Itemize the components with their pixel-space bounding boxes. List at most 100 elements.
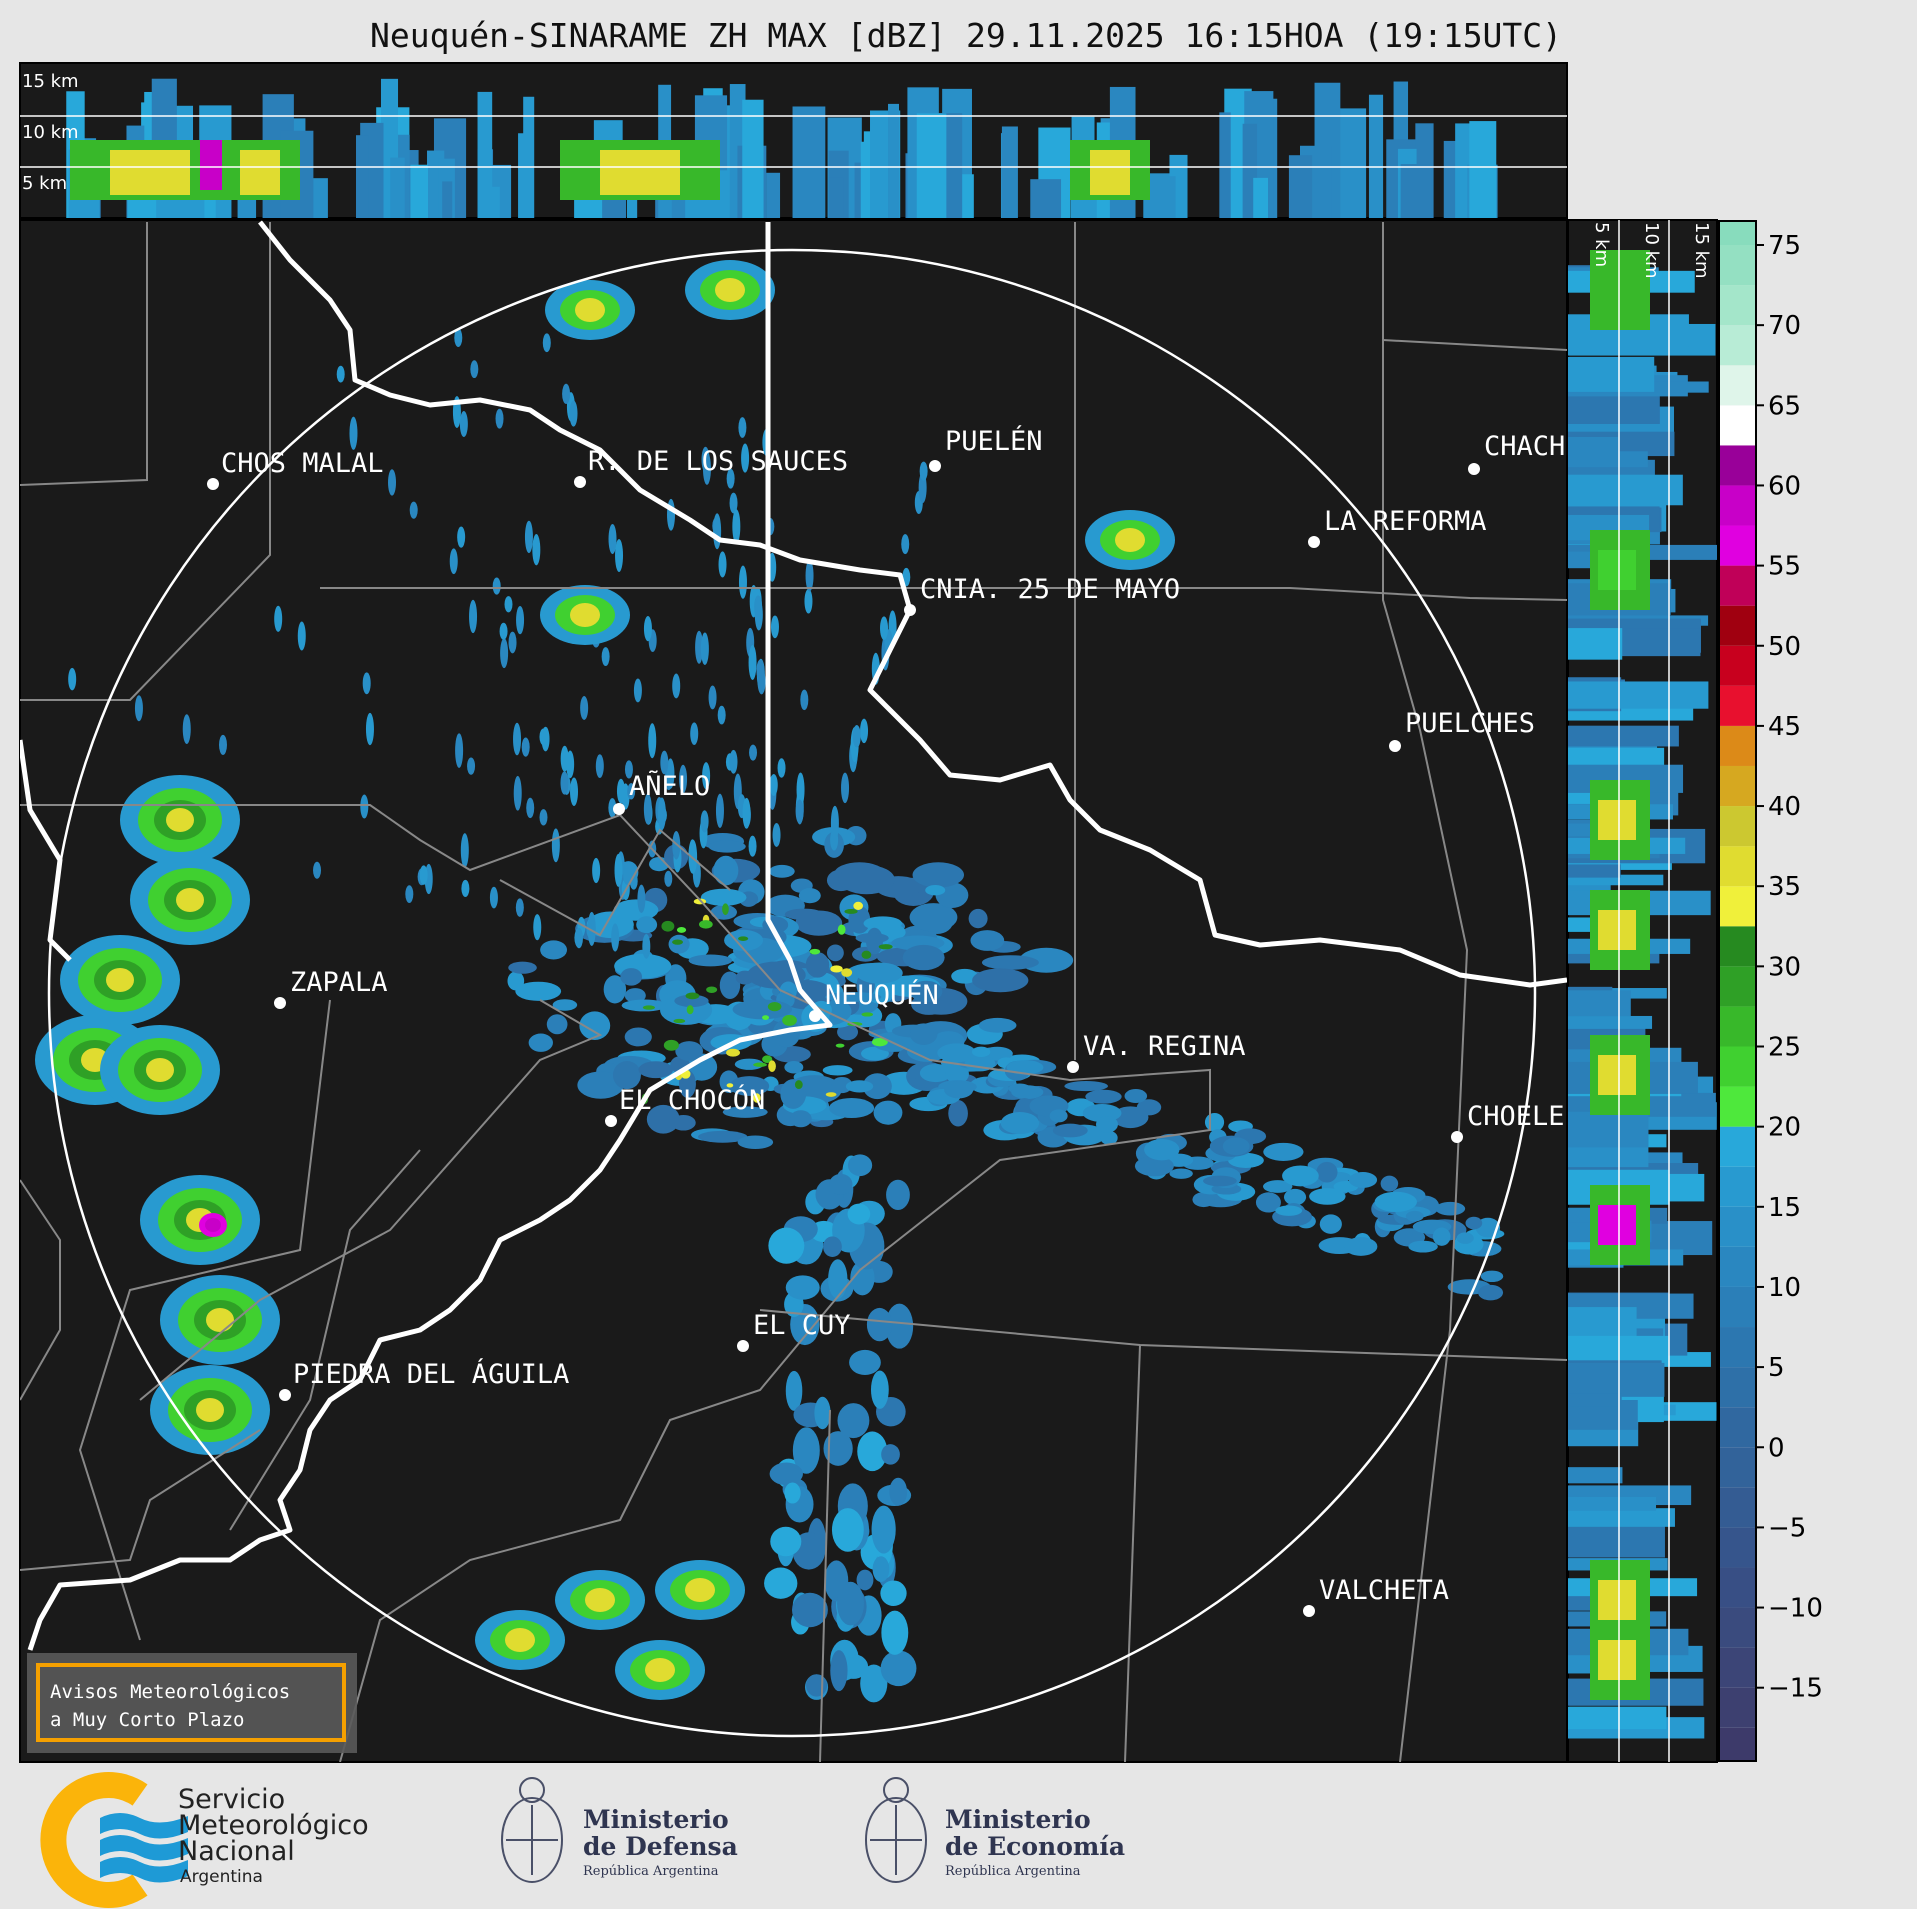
top-label-10km: 10 km (22, 122, 79, 143)
city-dot-icon (279, 1389, 291, 1401)
echo-cell (513, 775, 522, 811)
city-marker[interactable]: NEUQUÉN (809, 979, 939, 1022)
echo-cell (1568, 1362, 1665, 1397)
city-marker[interactable]: VALCHETA (1303, 1575, 1449, 1617)
echo-cell (717, 705, 726, 725)
echo-cell (595, 754, 604, 778)
city-marker[interactable]: PIEDRA DEL ÁGUILA (279, 1358, 569, 1401)
echo-cell (1568, 1144, 1649, 1168)
echo-cell (828, 177, 844, 218)
echo-cell (695, 630, 704, 664)
echo-cell (741, 443, 750, 473)
echo-cell (1408, 1240, 1438, 1253)
radar-map[interactable]: CHOS MALAL R. DE LOS SAUCES PUELÉN CHACH LA … (19, 219, 1568, 1763)
echo-cell (486, 186, 500, 218)
echo-cell (886, 1179, 910, 1210)
echo-cell (837, 1403, 870, 1439)
defensa-logo-line1: Ministerio (583, 1805, 729, 1834)
city-marker[interactable]: LA REFORMA (1308, 506, 1487, 548)
echo-cell (860, 718, 869, 744)
warning-box[interactable]: Avisos Meteorológicos a Muy Corto Plazo (27, 1653, 357, 1753)
city-marker[interactable]: PUELÉN (929, 425, 1043, 472)
city-marker[interactable]: CHOS MALAL (207, 448, 384, 490)
echo-cell (732, 509, 741, 544)
city-marker[interactable]: AÑELO (613, 770, 710, 815)
colorbar-tick-label: 65 (1768, 391, 1801, 421)
colorbar-tick-label: 35 (1768, 872, 1801, 902)
city-label: PIEDRA DEL ÁGUILA (293, 1358, 569, 1390)
echo-cell (1568, 681, 1709, 709)
echo-cell (1263, 1142, 1304, 1161)
echo-cell (1568, 1467, 1623, 1484)
echo-cell (971, 1046, 991, 1058)
echo-cell (919, 461, 928, 481)
echo-cell (1568, 1497, 1657, 1511)
city-marker[interactable]: CNIA. 25 DE MAYO (904, 574, 1180, 616)
echo-cell (814, 1396, 831, 1430)
echo-cell (539, 809, 548, 826)
city-marker[interactable]: VA. REGINA (1067, 1031, 1246, 1073)
colorbar-tick-label: 0 (1768, 1433, 1785, 1463)
echo-cell (608, 523, 617, 555)
echo-cell (603, 975, 627, 1004)
city-marker[interactable]: EL CUY (737, 1310, 851, 1352)
echo-cell (672, 939, 683, 945)
echo-cell (362, 672, 371, 695)
colorbar-tick-label: 70 (1768, 311, 1801, 341)
city-dot-icon (1067, 1061, 1079, 1073)
echo-cell (218, 734, 227, 755)
echo-cell (753, 1093, 761, 1103)
echo-cell (648, 723, 657, 759)
colorbar-bin (1719, 605, 1756, 646)
echo-cell (961, 174, 974, 218)
echo-cell (860, 1664, 888, 1703)
echo-cell (575, 298, 605, 322)
echo-cell (1568, 1706, 1667, 1730)
echo-cell (785, 1275, 820, 1300)
echo-cell (784, 1061, 804, 1074)
echo-cell (863, 916, 903, 931)
echo-cell (885, 1303, 914, 1349)
echo-cell (645, 1658, 675, 1682)
echo-cell (1380, 1175, 1399, 1192)
echo-cell (419, 865, 428, 885)
echo-cell (562, 383, 571, 405)
city-marker[interactable]: R. DE LOS SAUCES (574, 446, 848, 488)
echo-cell (861, 950, 872, 959)
echo-cell (409, 501, 418, 519)
city-marker[interactable]: EL CHOCÓN (605, 1084, 765, 1127)
city-marker[interactable]: PUELCHES (1389, 708, 1535, 752)
echo-cell (663, 1039, 679, 1051)
echo-cell (700, 888, 747, 906)
echo-cell (849, 1349, 881, 1376)
echo-cell (729, 1076, 770, 1096)
colorbar-bin (1719, 1487, 1756, 1528)
echo-cell (1400, 164, 1432, 218)
echo-cell (579, 1011, 611, 1041)
echo-cell (706, 986, 718, 993)
echo-cell (880, 616, 889, 641)
echo-cell (732, 999, 793, 1020)
city-marker[interactable]: ZAPALA (274, 967, 388, 1009)
echo-cell (1230, 94, 1243, 218)
echo-cell (889, 1477, 908, 1506)
city-marker[interactable]: CHOELE (1451, 1101, 1565, 1143)
side-echo-layer (1568, 250, 1717, 1739)
echo-cell (1348, 1172, 1378, 1188)
city-marker[interactable]: CHACH (1468, 431, 1565, 475)
colorbar-bin (1719, 485, 1756, 526)
echo-cell (182, 714, 191, 744)
echo-cell (835, 1043, 845, 1048)
colorbar-tick-label: 10 (1768, 1273, 1801, 1303)
echo-cell (552, 999, 578, 1011)
echo-cell (850, 1260, 875, 1296)
echo-cell (551, 828, 560, 863)
echo-cell (205, 1218, 221, 1232)
echo-cell (713, 513, 722, 550)
colorbar-bin (1719, 1246, 1756, 1287)
department-boundaries (20, 222, 1567, 1762)
echo-cell (823, 1431, 853, 1466)
echo-cell (1263, 1180, 1293, 1193)
colorbar-bin (1719, 285, 1756, 326)
colorbar-bin (1719, 685, 1756, 726)
